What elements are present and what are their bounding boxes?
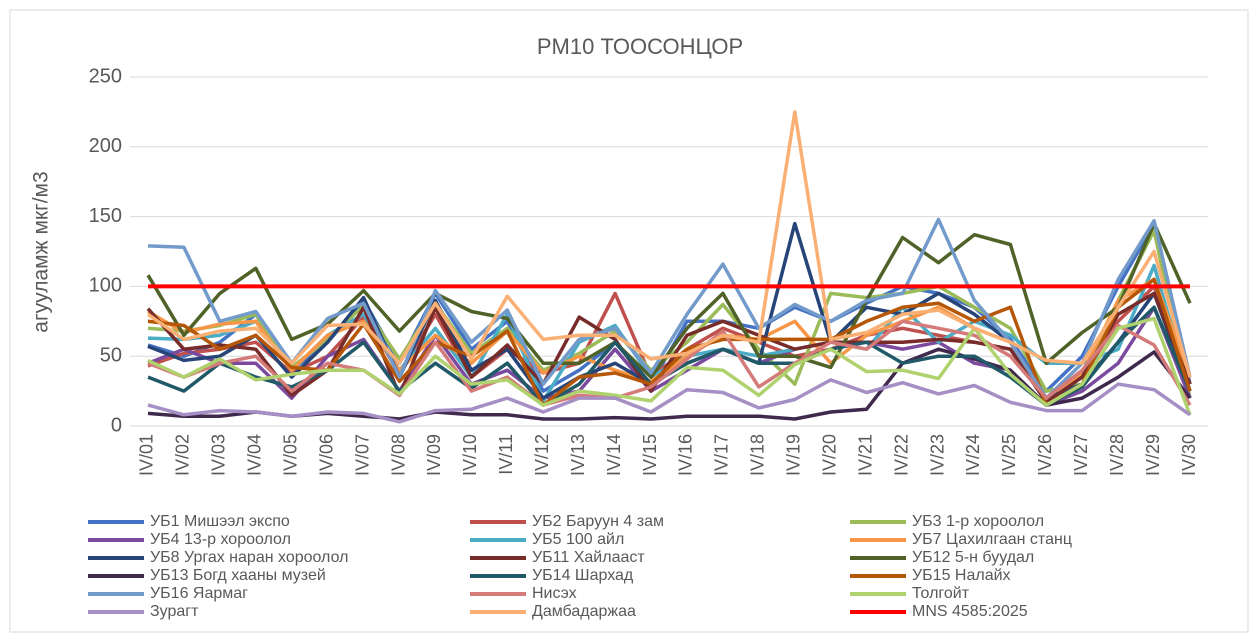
legend-label: УБ5 100 айл [532, 531, 624, 548]
x-tick-label: IV/01 [137, 434, 157, 476]
series-line [147, 319, 1192, 407]
legend-label: УБ4 13-р хороолол [150, 531, 291, 548]
x-tick-label: IV/15 [640, 434, 660, 476]
legend-label: MNS 4585:2025 [912, 603, 1028, 620]
y-tick-label: 150 [89, 205, 122, 227]
x-tick-label: IV/20 [819, 434, 839, 476]
series-line [147, 378, 1192, 424]
x-tick-label: IV/24 [963, 434, 983, 476]
x-tick-label: IV/22 [891, 434, 911, 476]
x-tick-label: IV/08 [388, 434, 408, 476]
x-tick-label: IV/21 [855, 434, 875, 476]
legend-label: УБ7 Цахилгаан станц [912, 531, 1072, 548]
series-line [146, 110, 1192, 378]
x-tick-label: IV/04 [245, 434, 265, 476]
x-tick-label: IV/11 [496, 434, 516, 475]
legend-label: УБ12 5-н буудал [912, 549, 1034, 566]
series-line [147, 217, 1192, 400]
legend-label: УБ13 Богд хааны музей [150, 567, 326, 584]
legend-label: УБ16 Яармаг [150, 585, 248, 602]
y-axis-label: агууламж мкг/м3 [30, 171, 53, 332]
legend-label: УБ15 Налайх [912, 567, 1011, 584]
x-tick-label: IV/25 [999, 434, 1019, 476]
x-tick-label: IV/29 [1143, 434, 1163, 476]
x-tick-label: IV/18 [748, 434, 768, 476]
x-tick-label: IV/12 [532, 434, 552, 476]
y-tick-label: 50 [100, 344, 122, 366]
x-tick-label: IV/17 [712, 434, 732, 476]
legend-label: Дамбадаржаа [532, 603, 636, 620]
x-tick-label: IV/14 [604, 434, 624, 476]
legend-label: УБ8 Ургах наран хороолол [150, 549, 348, 566]
legend-label: УБ14 Шархад [532, 567, 634, 584]
x-tick-label: IV/03 [209, 434, 229, 476]
x-tick-label: IV/06 [316, 434, 336, 476]
series-line [147, 316, 1192, 416]
y-tick-label: 0 [111, 414, 122, 436]
x-tick-label: IV/23 [927, 434, 947, 476]
x-tick-label: IV/09 [424, 434, 444, 476]
legend-label: Нисэх [532, 585, 577, 602]
legend-label: Зурагт [150, 603, 199, 620]
legend-label: Толгойт [912, 585, 970, 602]
x-tick-label: IV/10 [460, 434, 480, 476]
x-tick-label: IV/02 [173, 434, 193, 476]
x-tick-label: IV/26 [1035, 434, 1055, 476]
x-tick-label: IV/13 [568, 434, 588, 476]
x-tick-label: IV/28 [1107, 434, 1127, 476]
y-tick-label: 200 [89, 135, 122, 157]
legend-label: УБ1 Мишээл экспо [150, 513, 290, 530]
x-tick-label: IV/16 [676, 434, 696, 476]
x-tick-label: IV/27 [1071, 434, 1091, 476]
legend-label: УБ3 1-р хороолол [912, 513, 1044, 530]
chart-frame [9, 9, 1249, 633]
x-tick-label: IV/05 [280, 434, 300, 476]
legend-label: УБ11 Хайлааст [532, 549, 645, 566]
legend-label: УБ2 Баруун 4 зам [532, 513, 664, 530]
x-tick-label: IV/07 [352, 434, 372, 476]
x-tick-label: IV/30 [1179, 434, 1199, 476]
chart-title: PM10 ТООСОНЦОР [537, 34, 743, 59]
y-tick-label: 250 [89, 65, 122, 87]
x-tick-label: IV/19 [784, 434, 804, 476]
y-tick-label: 100 [89, 275, 122, 297]
